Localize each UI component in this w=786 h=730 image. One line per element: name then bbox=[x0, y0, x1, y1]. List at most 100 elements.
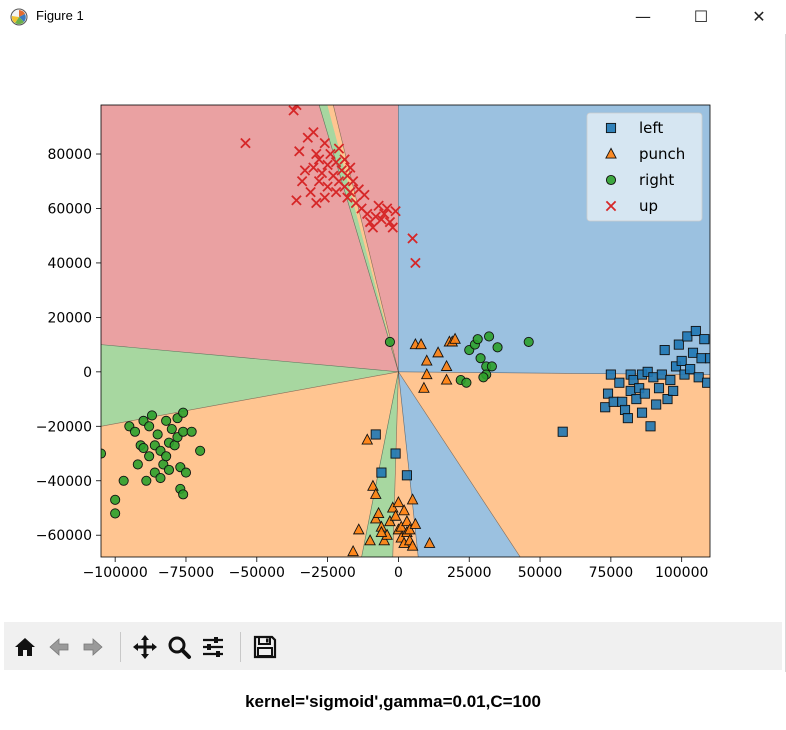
zoom-icon bbox=[168, 636, 191, 659]
point-up bbox=[387, 222, 398, 233]
point-right bbox=[141, 475, 152, 486]
y-tick-label: 20000 bbox=[47, 310, 92, 326]
legend-marker-up bbox=[605, 200, 617, 212]
point-left bbox=[642, 366, 653, 377]
point-up bbox=[330, 186, 342, 198]
back-arrow-icon bbox=[49, 638, 69, 656]
point-left bbox=[557, 426, 568, 437]
point-up bbox=[376, 214, 387, 225]
legend-marker-punch bbox=[605, 147, 617, 159]
y-tick-label: 60000 bbox=[47, 201, 92, 217]
point-punch bbox=[386, 501, 399, 513]
navigation-toolbar bbox=[4, 622, 782, 670]
point-left bbox=[673, 339, 684, 350]
point-punch bbox=[389, 509, 402, 521]
point-up bbox=[296, 176, 308, 187]
pan-icon bbox=[133, 635, 157, 659]
x-tick-label: 75000 bbox=[589, 565, 634, 581]
point-up bbox=[308, 126, 319, 138]
point-up bbox=[313, 176, 325, 187]
back-button[interactable] bbox=[44, 632, 74, 662]
point-left bbox=[639, 388, 650, 399]
point-left bbox=[682, 331, 693, 342]
point-up bbox=[410, 257, 421, 269]
point-punch bbox=[415, 338, 427, 350]
point-right bbox=[110, 508, 121, 519]
point-left bbox=[670, 361, 682, 372]
point-left bbox=[600, 402, 611, 413]
point-up bbox=[311, 148, 322, 160]
y-tick-label: −60000 bbox=[36, 528, 92, 544]
x-tick-label: 25000 bbox=[447, 565, 492, 581]
point-up bbox=[325, 148, 336, 160]
close-icon: ✕ bbox=[752, 6, 766, 26]
point-up bbox=[313, 154, 325, 165]
forward-button[interactable] bbox=[78, 632, 108, 662]
x-tick-label: −75000 bbox=[158, 565, 214, 581]
point-left bbox=[636, 407, 648, 418]
point-right bbox=[144, 451, 155, 462]
save-button[interactable] bbox=[250, 632, 280, 662]
point-left bbox=[704, 353, 710, 364]
point-right bbox=[166, 423, 177, 435]
decision-boundary-line bbox=[318, 105, 399, 372]
minimize-button[interactable]: — bbox=[620, 0, 666, 32]
point-up bbox=[319, 137, 331, 149]
decision-boundary-line bbox=[101, 344, 399, 373]
point-right bbox=[178, 426, 189, 437]
point-right bbox=[138, 443, 149, 454]
decision-boundary-line bbox=[332, 105, 399, 372]
decision-region-up bbox=[101, 105, 399, 373]
maximize-button[interactable]: ☐ bbox=[678, 0, 724, 32]
point-punch bbox=[420, 354, 433, 366]
point-punch bbox=[423, 536, 436, 548]
point-punch bbox=[401, 515, 413, 527]
point-punch bbox=[395, 520, 408, 532]
x-tick-label: −25000 bbox=[299, 565, 355, 581]
point-left bbox=[662, 394, 673, 405]
point-right bbox=[484, 331, 495, 342]
close-button[interactable]: ✕ bbox=[736, 0, 782, 32]
point-right bbox=[492, 342, 503, 353]
point-left bbox=[622, 413, 633, 424]
point-punch bbox=[403, 523, 416, 535]
point-left bbox=[679, 369, 690, 380]
decision-boundary-line bbox=[398, 371, 521, 557]
legend-label-punch: punch bbox=[639, 145, 685, 163]
point-up bbox=[390, 205, 401, 217]
forward-arrow-icon bbox=[83, 638, 103, 656]
point-punch bbox=[420, 367, 433, 380]
pan-button[interactable] bbox=[130, 632, 160, 662]
point-punch bbox=[369, 512, 382, 524]
point-right bbox=[178, 407, 189, 418]
point-right bbox=[472, 334, 483, 345]
point-punch bbox=[440, 359, 453, 371]
legend-label-right: right bbox=[639, 171, 674, 189]
point-up bbox=[362, 208, 373, 220]
point-up bbox=[379, 208, 390, 220]
title-bar[interactable]: Figure 1 — ☐ ✕ bbox=[0, 0, 786, 34]
x-tick-label: −100000 bbox=[83, 565, 148, 581]
matplotlib-logo-icon bbox=[10, 8, 28, 26]
point-up bbox=[359, 189, 370, 201]
configure-subplots-button[interactable] bbox=[198, 632, 228, 662]
zoom-button[interactable] bbox=[164, 632, 194, 662]
legend-marker-left bbox=[605, 122, 617, 134]
point-punch bbox=[361, 433, 374, 445]
point-left bbox=[653, 383, 665, 394]
figure-window: Figure 1 — ☐ ✕ −100000 −75000 −50000 −25000… bbox=[0, 0, 786, 672]
figure-canvas[interactable]: −100000 −75000 −50000 −25000 0 25000 50000 7500… bbox=[0, 34, 786, 622]
figure-caption: kernel='sigmoid',gamma=0.01,C=100 bbox=[245, 692, 541, 711]
y-tick-label: 40000 bbox=[47, 256, 92, 272]
point-left bbox=[668, 385, 679, 396]
point-left bbox=[696, 353, 707, 364]
point-up bbox=[322, 159, 333, 171]
point-left bbox=[656, 369, 667, 380]
point-right bbox=[161, 415, 172, 426]
point-left bbox=[690, 325, 701, 337]
point-punch bbox=[406, 493, 419, 505]
point-left bbox=[676, 355, 687, 367]
home-button[interactable] bbox=[10, 632, 40, 662]
legend-box bbox=[586, 112, 703, 222]
home-icon bbox=[15, 638, 35, 656]
